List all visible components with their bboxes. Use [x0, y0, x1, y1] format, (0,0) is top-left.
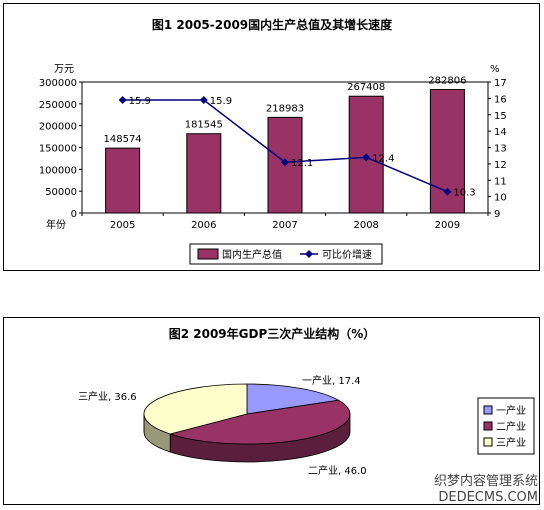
y-left-tick-label: 50000 [45, 187, 77, 198]
bar-data-label: 267408 [347, 82, 385, 93]
x-tick-label: 2005 [110, 220, 135, 231]
bar-gdp [105, 147, 141, 214]
growth-point [443, 187, 452, 196]
y-right-tick-label: 12 [494, 160, 507, 171]
y-right-tick-label: 13 [494, 144, 507, 155]
bar-gdp [267, 116, 303, 214]
legend-label: 三产业 [496, 436, 526, 449]
growth-point [281, 158, 289, 167]
bar-data-label: 218983 [266, 103, 304, 114]
growth-data-label: 10.3 [453, 188, 475, 199]
pie-data-label: 三产业, 36.6 [78, 390, 137, 403]
y-left-tick-label: 300000 [39, 78, 77, 89]
y-right-tick-label: 14 [494, 127, 507, 138]
y-right-tick-label: 10 [494, 193, 507, 204]
bar-data-label: 181545 [185, 120, 223, 131]
x-tick-label: 2006 [191, 220, 216, 231]
legend-label-gdp: 国内生产总值 [222, 248, 282, 261]
gdp-structure-svg: 图2 2009年GDP三次产业结构（%） 一产业, 17.4 二产业, 46.0 三产… [78, 326, 535, 477]
y-right-tick-label: 11 [494, 176, 507, 187]
chart-title: 图2 2009年GDP三次产业结构（%） [169, 326, 376, 341]
legend-label: 一产业 [496, 404, 526, 417]
legend-marker-growth [305, 250, 313, 258]
pie-slice [246, 383, 340, 415]
growth-point [199, 96, 208, 105]
legend-label: 二产业 [496, 420, 526, 433]
bar-data-label: 282806 [428, 76, 466, 87]
pie-data-label: 二产业, 46.0 [308, 464, 367, 477]
x-tick-label: 2009 [435, 220, 460, 231]
y-left-tick-label: 200000 [39, 122, 77, 133]
y-left-tick-label: 250000 [39, 100, 77, 111]
y-left-tick-label: 150000 [39, 144, 77, 155]
y-left-tick-label: 100000 [39, 165, 77, 176]
x-tick-label: 2007 [272, 220, 297, 231]
growth-data-label: 12.4 [372, 153, 394, 164]
watermark-line1: 织梦内容管理系统 [433, 474, 538, 489]
legend-box [189, 243, 383, 265]
y-left-unit: 万元 [54, 64, 74, 75]
growth-data-label: 12.1 [291, 158, 313, 169]
legend-swatch [483, 405, 493, 415]
gdp-chart-panel: 图1 2005-2009国内生产总值及其增长速度 0 50000 100000 1500… [3, 3, 540, 271]
bar-gdp [186, 133, 222, 214]
legend-label-growth: 可比价增速 [322, 248, 372, 261]
y-right-tick-label: 9 [494, 209, 500, 220]
watermark: 织梦内容管理系统 DEDECMS.COM [434, 474, 538, 506]
y-right-tick-label: 15 [494, 111, 507, 122]
y-left-tick-label: 0 [71, 209, 77, 220]
legend: 国内生产总值 可比价增速 [189, 243, 383, 265]
gdp-structure-panel: 图2 2009年GDP三次产业结构（%） 一产业, 17.4 二产业, 46.0 三产… [3, 317, 540, 505]
legend-swatch [483, 421, 493, 431]
x-axis-label: 年份 [46, 218, 66, 231]
growth-data-label: 15.9 [210, 96, 232, 107]
growth-point [118, 96, 127, 105]
pie-slice [168, 399, 351, 445]
legend-swatch-gdp [197, 248, 219, 260]
growth-data-label: 15.9 [129, 96, 151, 107]
gdp-chart-svg: 图1 2005-2009国内生产总值及其增长速度 0 50000 100000 1500… [39, 17, 507, 265]
pie-data-label: 一产业, 17.4 [302, 374, 361, 387]
x-tick-label: 2008 [353, 220, 378, 231]
y-right-unit: % [490, 64, 500, 75]
y-right-tick-label: 17 [494, 78, 507, 89]
pie-slice [143, 383, 248, 435]
chart-title: 图1 2005-2009国内生产总值及其增长速度 [152, 17, 393, 32]
legend-swatch [483, 437, 493, 447]
growth-point [362, 153, 371, 162]
watermark-line2: DEDECMS.COM [438, 490, 538, 505]
bar-data-label: 148574 [104, 134, 142, 145]
y-right-tick-label: 16 [494, 94, 507, 105]
